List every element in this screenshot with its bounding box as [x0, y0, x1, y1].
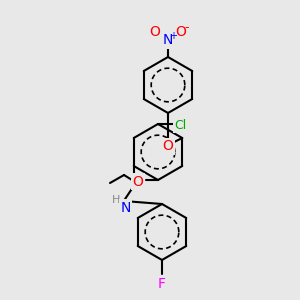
Text: N: N	[121, 200, 131, 214]
Text: H: H	[112, 195, 120, 205]
Text: -: -	[185, 22, 189, 34]
Text: +: +	[169, 31, 177, 41]
Text: O: O	[176, 26, 186, 40]
Text: F: F	[158, 277, 166, 290]
Text: O: O	[133, 175, 143, 188]
Text: O: O	[163, 140, 173, 154]
Text: Cl: Cl	[174, 119, 186, 132]
Text: N: N	[163, 34, 173, 47]
Text: O: O	[150, 26, 160, 40]
